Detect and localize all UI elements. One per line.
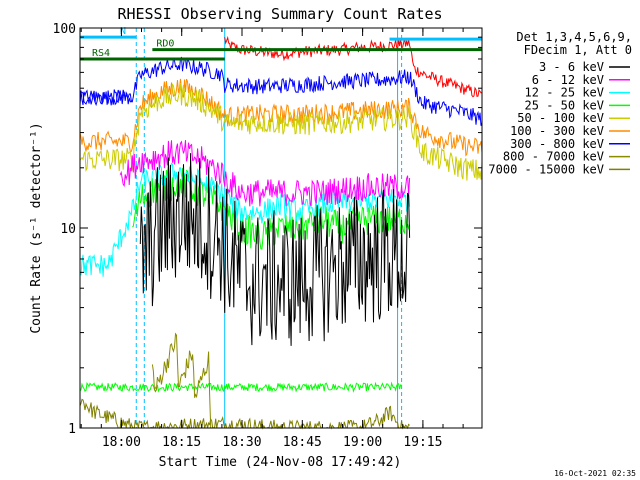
legend-header-line-2: FDecim 1, Att 0 bbox=[524, 43, 632, 57]
extra-trace-3 bbox=[79, 381, 402, 393]
x-tick-label-3: 18:30 bbox=[222, 435, 261, 450]
y-axis-label: Count Rate (s⁻¹ detector⁻¹) bbox=[29, 122, 44, 333]
legend-label-5: 50 - 100 keV bbox=[517, 111, 604, 125]
series-line-7 bbox=[79, 56, 483, 126]
legend-label-2: 6 - 12 keV bbox=[532, 73, 604, 87]
y-tick-label-3: 100 bbox=[53, 22, 76, 37]
series-line-9 bbox=[79, 398, 410, 430]
series-line-8 bbox=[151, 332, 212, 429]
series-line-5 bbox=[79, 82, 483, 181]
legend-label-9: 7000 - 15000 keV bbox=[488, 162, 604, 176]
legend-label-7: 300 - 800 keV bbox=[510, 137, 604, 151]
chart-title: RHESSI Observing Summary Count Rates bbox=[117, 5, 442, 23]
x-tick-label-5: 19:00 bbox=[343, 435, 382, 450]
legend-label-8: 800 - 7000 keV bbox=[503, 150, 604, 164]
state-bar-label-2: RD0 bbox=[156, 39, 174, 50]
state-bar-label-1: N bbox=[120, 26, 126, 37]
x-axis-label: Start Time (24-Nov-08 17:49:42) bbox=[159, 455, 402, 470]
legend-label-1: 3 - 6 keV bbox=[539, 60, 604, 74]
y-tick-label-2: 10 bbox=[60, 222, 76, 237]
legend-label-4: 25 - 50 keV bbox=[525, 98, 604, 112]
x-tick-label-4: 18:45 bbox=[283, 435, 322, 450]
state-bar-label-3: RS4 bbox=[92, 48, 110, 59]
series-line-1 bbox=[139, 153, 411, 346]
y-tick-label-1: 1 bbox=[68, 422, 76, 437]
series-line-6 bbox=[79, 78, 483, 157]
x-tick-label-1: 18:00 bbox=[102, 435, 141, 450]
x-tick-label-6: 19:15 bbox=[403, 435, 442, 450]
footer-timestamp: 16-Oct-2021 02:35 bbox=[554, 469, 636, 478]
series-line-2 bbox=[119, 140, 411, 207]
legend-label-6: 100 - 300 keV bbox=[510, 124, 604, 138]
legend-header-line-1: Det 1,3,4,5,6,9, bbox=[516, 30, 632, 44]
extra-trace-1 bbox=[224, 35, 483, 98]
legend-label-3: 12 - 25 keV bbox=[525, 86, 604, 100]
x-tick-label-2: 18:15 bbox=[162, 435, 201, 450]
